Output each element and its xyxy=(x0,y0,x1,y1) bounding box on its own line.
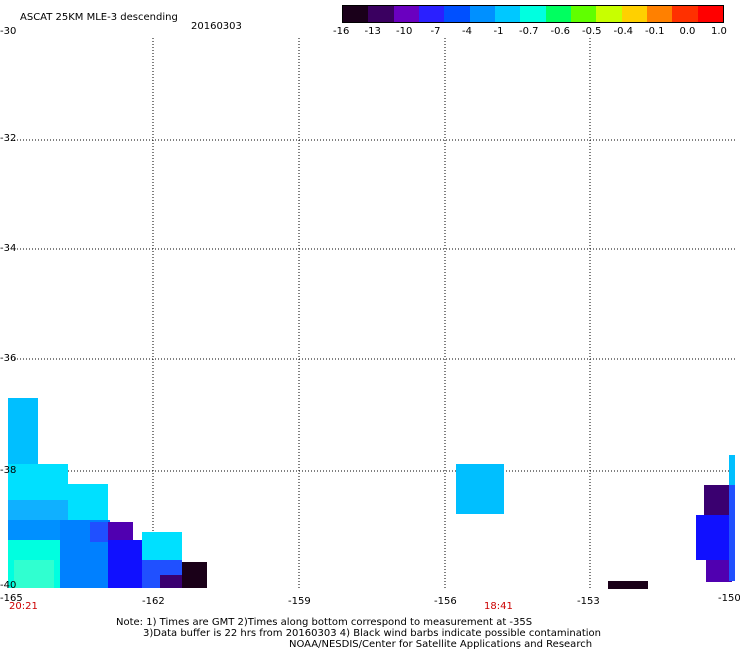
colorbar-segment xyxy=(621,6,647,22)
note-line-2: 3)Data buffer is 22 hrs from 20160303 4)… xyxy=(143,628,601,639)
colorbar-segment xyxy=(393,6,419,22)
colorbar-segment xyxy=(469,6,495,22)
data-cell xyxy=(108,522,133,542)
colorbar-segment xyxy=(570,6,597,22)
data-cell xyxy=(456,464,504,514)
note-line-1: Note: 1) Times are GMT 2)Times along bot… xyxy=(116,617,533,628)
data-cell xyxy=(706,560,732,582)
colorbar-segment xyxy=(596,6,622,22)
colorbar xyxy=(342,5,724,23)
colorbar-label: -7 xyxy=(430,26,441,37)
product-title: ASCAT 25KM MLE-3 descending xyxy=(20,12,178,23)
data-cell xyxy=(182,562,207,588)
data-cell xyxy=(160,575,182,588)
time-label-mid: 18:41 xyxy=(484,601,513,612)
y-label-38: -38 xyxy=(0,465,17,476)
x-label-150: -150 xyxy=(718,593,740,604)
data-cell xyxy=(729,455,735,485)
colorbar-label: -0.5 xyxy=(582,26,602,37)
x-label-153: -153 xyxy=(577,596,600,607)
y-label-34: -34 xyxy=(0,243,17,254)
colorbar-segment xyxy=(368,6,394,22)
colorbar-label: -10 xyxy=(396,26,413,37)
x-label-162: -162 xyxy=(142,596,165,607)
x-label-156: -156 xyxy=(434,596,457,607)
colorbar-segment xyxy=(646,6,673,22)
y-label-32: -32 xyxy=(0,133,17,144)
colorbar-label: -0.6 xyxy=(550,26,571,37)
data-cell xyxy=(14,560,54,588)
product-date: 20160303 xyxy=(191,21,242,32)
data-cell xyxy=(90,522,108,542)
colorbar-label: -13 xyxy=(364,26,381,37)
time-label-left: 20:21 xyxy=(9,601,38,612)
colorbar-labels: -16 -13 -10 -7 -4 -1 -0.7 -0.6 -0.5 -0.4 -0.1 0.0 1.… xyxy=(330,26,740,38)
data-cell xyxy=(729,485,735,581)
colorbar-segment xyxy=(697,6,723,22)
data-cell xyxy=(608,581,648,589)
colorbar-segment xyxy=(545,6,571,22)
colorbar-label: -0.1 xyxy=(645,26,665,37)
colorbar-segment xyxy=(444,6,470,22)
y-label-36: -36 xyxy=(0,353,17,364)
data-cell xyxy=(704,485,732,520)
colorbar-label: 0.0 xyxy=(679,26,696,37)
colorbar-label: -4 xyxy=(462,26,472,37)
note-line-3: NOAA/NESDIS/Center for Satellite Applica… xyxy=(289,639,593,650)
data-cell xyxy=(108,540,142,588)
colorbar-label: -0.7 xyxy=(519,26,539,37)
colorbar-label: 1.0 xyxy=(711,26,727,37)
colorbar-label: -0.4 xyxy=(613,26,634,37)
colorbar-segment xyxy=(672,6,698,22)
colorbar-segment xyxy=(343,6,369,22)
colorbar-segment xyxy=(418,6,445,22)
y-label-40: -40 xyxy=(0,580,17,591)
data-cell xyxy=(8,398,38,470)
data-cell xyxy=(696,515,732,560)
colorbar-label: -1 xyxy=(493,26,504,37)
data-cell xyxy=(142,532,182,562)
y-label-30: -30 xyxy=(0,26,17,37)
colorbar-segment xyxy=(520,6,546,22)
x-label-165: -165 xyxy=(0,593,23,604)
colorbar-label: -16 xyxy=(333,26,350,37)
x-label-159: -159 xyxy=(288,596,311,607)
colorbar-segment xyxy=(494,6,521,22)
